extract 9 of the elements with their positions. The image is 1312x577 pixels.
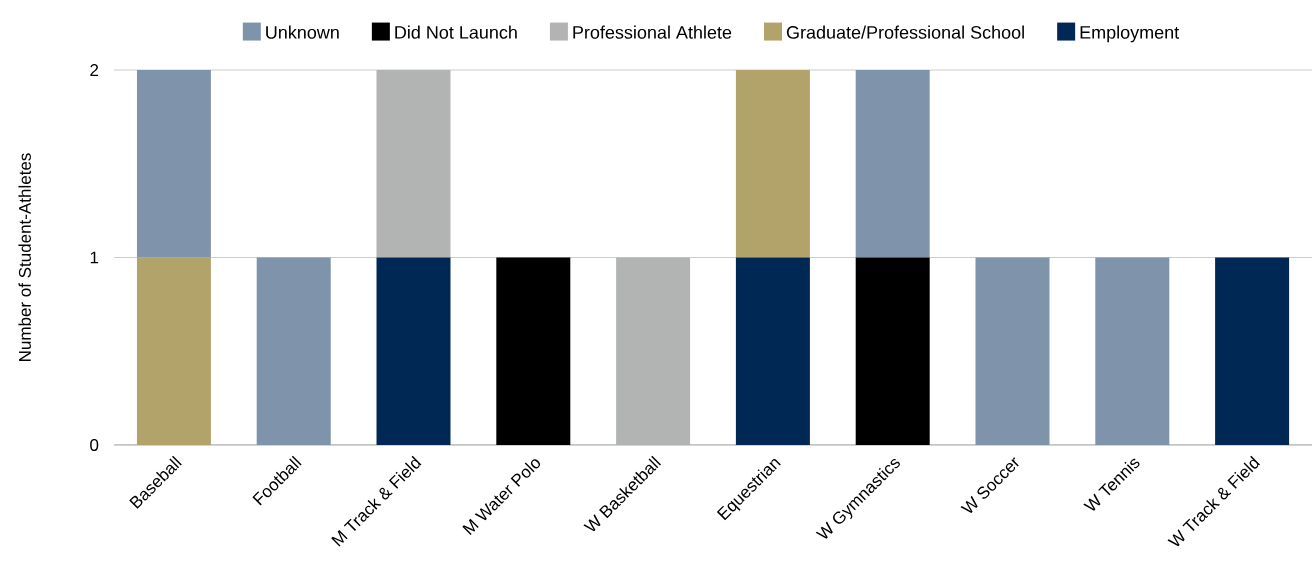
legend-label: Professional Athlete	[573, 25, 732, 39]
y-tick-label: 2	[90, 64, 99, 76]
legend-label: Unknown	[266, 25, 339, 39]
legend-label: Did Not Launch	[395, 25, 517, 39]
y-tick-label: 0	[90, 438, 99, 451]
y-axis-title: Number of Student-Athletes	[18, 153, 31, 361]
legend-label: Employment	[1080, 25, 1180, 43]
legend-label: Graduate/Professional School	[786, 25, 1024, 39]
y-tick-label: 1	[90, 251, 99, 264]
